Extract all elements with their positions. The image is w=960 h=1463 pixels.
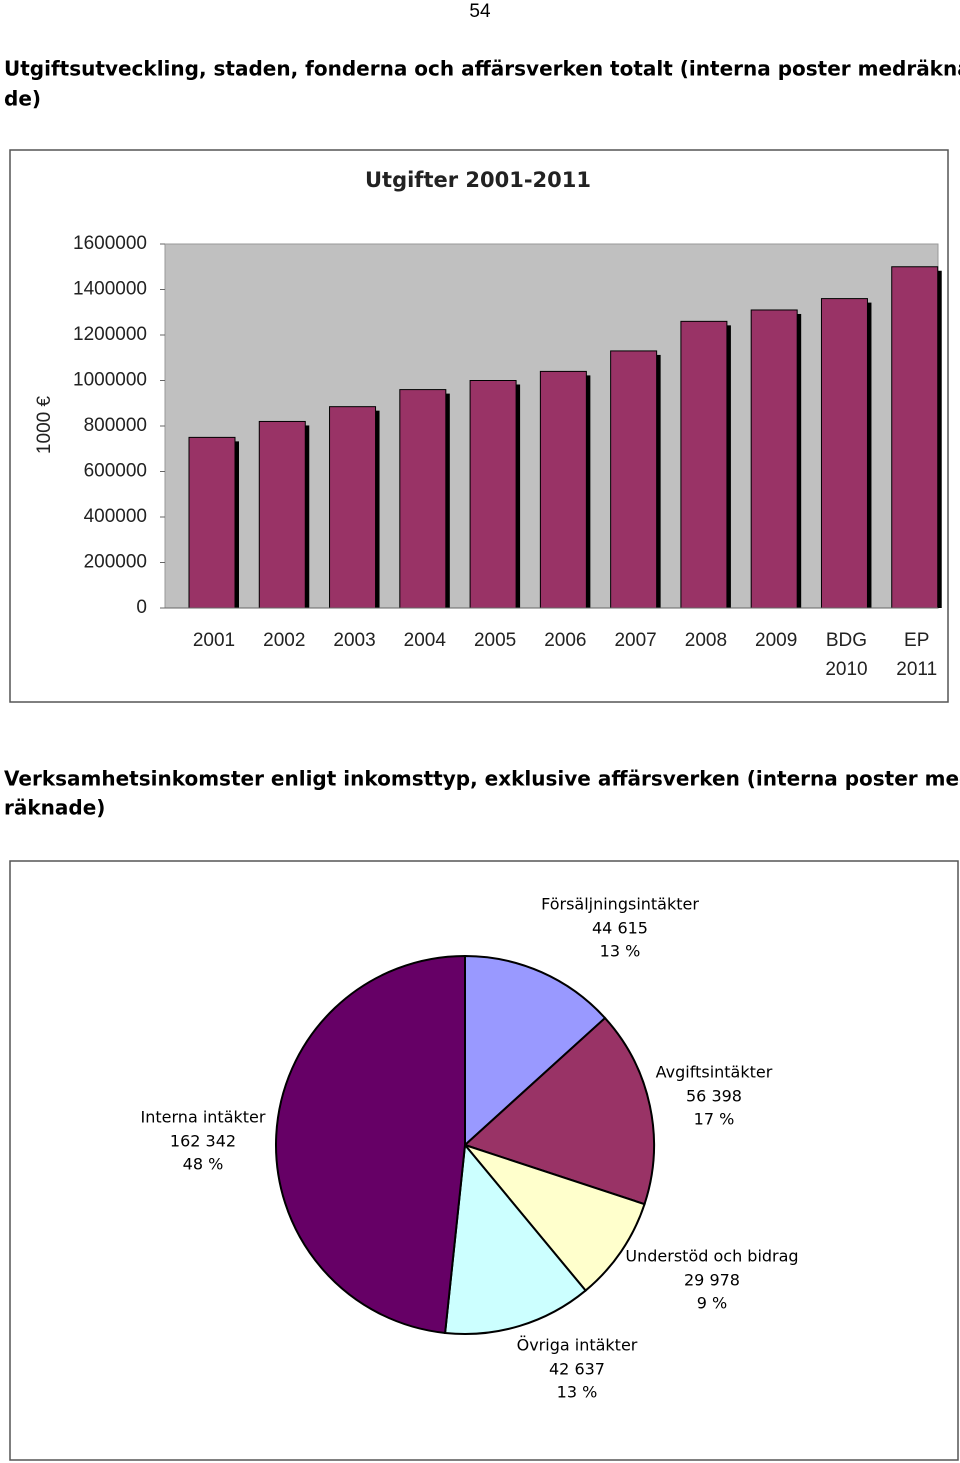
slice-percent: 13 %	[600, 942, 641, 961]
bar	[680, 320, 728, 609]
y-tick-label: 200000	[84, 552, 147, 573]
y-tick-label: 1000000	[73, 370, 147, 391]
bar	[891, 266, 939, 609]
slice-value: 42 637	[549, 1360, 605, 1379]
bar	[610, 350, 658, 609]
slice-percent: 9 %	[697, 1294, 727, 1313]
x-tick-label: EP 2011	[896, 630, 937, 680]
y-tick-label: 600000	[84, 461, 147, 482]
y-tick-label: 400000	[84, 506, 147, 527]
y-tick-label: 1600000	[73, 233, 147, 254]
slice-label: Understöd och bidrag	[625, 1247, 798, 1266]
bar	[469, 380, 517, 609]
slice-label: Interna intäkter	[141, 1108, 266, 1127]
y-tick-label: 1400000	[73, 279, 147, 300]
slice-percent: 48 %	[183, 1155, 224, 1174]
slice-value: 44 615	[592, 919, 648, 938]
heading: de)	[4, 87, 41, 111]
heading: räknade)	[4, 796, 105, 820]
x-tick-label: 2008	[685, 630, 727, 651]
slice-label: Övriga intäkter	[517, 1336, 638, 1355]
slice-percent: 17 %	[694, 1110, 735, 1129]
x-tick-label: 2003	[333, 630, 375, 651]
bar	[399, 389, 447, 609]
bar	[188, 436, 236, 609]
pie-slice	[443, 1142, 587, 1335]
bar	[258, 420, 306, 609]
chart-title: Utgifter 2001-2011	[365, 168, 591, 192]
x-tick-label: 2001	[193, 630, 235, 651]
y-axis-label: 1000 €	[34, 396, 55, 455]
y-tick-label: 0	[136, 597, 147, 618]
x-tick-label: 2002	[263, 630, 305, 651]
pie-slice	[463, 1016, 655, 1206]
bar	[750, 309, 798, 609]
y-tick-label: 800000	[84, 415, 147, 436]
slice-value: 56 398	[686, 1087, 742, 1106]
x-tick-label: 2009	[755, 630, 797, 651]
slice-value: 162 342	[170, 1132, 236, 1151]
pie-slice	[275, 954, 466, 1335]
heading: Utgiftsutveckling, staden, fonderna och …	[4, 57, 960, 81]
page-number: 54	[469, 1, 491, 22]
x-tick-label: 2004	[404, 630, 447, 651]
x-tick-label: 2007	[614, 630, 656, 651]
slice-percent: 13 %	[557, 1383, 598, 1402]
slice-label: Avgiftsintäkter	[656, 1063, 773, 1082]
pie-slice	[462, 1142, 646, 1292]
bar	[820, 298, 868, 609]
heading: Verksamhetsinkomster enligt inkomsttyp, …	[4, 767, 960, 791]
x-tick-label: BDG 2010	[825, 630, 867, 680]
slice-value: 29 978	[684, 1271, 740, 1290]
bar	[539, 370, 587, 609]
bar	[329, 406, 377, 609]
pie-slice	[464, 954, 607, 1148]
y-tick-label: 1200000	[73, 324, 147, 345]
x-tick-label: 2005	[474, 630, 516, 651]
x-tick-label: 2006	[544, 630, 586, 651]
slice-label: Försäljningsintäkter	[541, 895, 699, 914]
